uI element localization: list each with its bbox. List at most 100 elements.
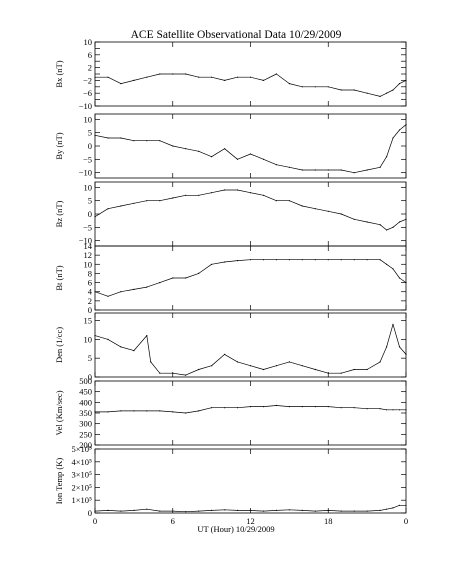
data-point xyxy=(366,259,368,261)
y-tick-label: −10 xyxy=(79,101,92,111)
data-point xyxy=(107,411,109,413)
data-point xyxy=(133,410,135,412)
data-point xyxy=(211,192,213,194)
data-point xyxy=(107,338,109,340)
y-tick-label: 200 xyxy=(79,440,92,450)
data-point xyxy=(392,268,394,270)
y-tick-label: 5 xyxy=(88,128,92,138)
data-point xyxy=(275,509,277,511)
y-axis-label: Den (1/cc) xyxy=(54,327,64,363)
data-point xyxy=(353,407,355,409)
data-point xyxy=(366,92,368,94)
data-point xyxy=(314,259,316,261)
data-point xyxy=(120,291,122,293)
data-point xyxy=(327,210,329,212)
y-tick-label: −10 xyxy=(79,236,92,246)
data-point xyxy=(392,323,394,325)
data-point xyxy=(224,261,226,263)
data-point xyxy=(94,411,96,413)
data-point xyxy=(198,194,200,196)
data-point xyxy=(288,200,290,202)
data-point xyxy=(392,226,394,228)
y-tick-label: 10 xyxy=(84,182,93,192)
data-point xyxy=(379,259,381,261)
data-point xyxy=(275,200,277,202)
x-axis-label: UT (Hour) 10/29/2009 xyxy=(197,524,274,534)
data-point xyxy=(314,208,316,210)
data-point xyxy=(236,158,239,160)
data-point xyxy=(146,200,148,202)
y-axis-label: Bx (nT) xyxy=(54,60,64,87)
data-point xyxy=(133,509,135,511)
data-point xyxy=(405,409,407,411)
data-point xyxy=(146,335,148,337)
data-point xyxy=(224,407,226,409)
data-point xyxy=(172,145,174,147)
y-axis-label: By (nT) xyxy=(54,132,64,159)
y-tick-label: 500 xyxy=(79,376,92,386)
x-tick-label: 12 xyxy=(246,516,255,526)
data-point xyxy=(133,79,135,81)
y-tick-label: −5 xyxy=(83,222,92,232)
data-point xyxy=(379,361,381,363)
data-point xyxy=(172,73,174,75)
data-point xyxy=(236,407,239,409)
data-point xyxy=(398,277,401,279)
data-point xyxy=(379,224,381,226)
x-tick-label: 0 xyxy=(404,516,408,526)
data-point xyxy=(224,189,226,191)
data-point xyxy=(185,194,187,196)
data-point xyxy=(392,89,394,91)
data-point xyxy=(198,76,200,78)
data-point xyxy=(379,95,381,97)
data-point xyxy=(185,412,187,414)
data-point xyxy=(249,76,252,78)
data-point xyxy=(353,89,355,91)
data-point xyxy=(159,140,161,142)
data-point xyxy=(301,205,303,207)
data-point xyxy=(120,83,122,85)
data-point xyxy=(236,361,239,363)
data-point xyxy=(288,406,290,408)
data-point xyxy=(366,368,368,371)
data-point xyxy=(340,259,342,261)
data-point xyxy=(327,259,329,261)
data-point xyxy=(301,406,303,408)
y-tick-label: −5 xyxy=(83,154,92,164)
data-point xyxy=(314,169,316,171)
y-tick-label: 12 xyxy=(84,250,93,260)
data-point xyxy=(340,89,342,91)
data-point xyxy=(159,200,161,202)
panel-1: −10 −5 0 5 10 By (nT) xyxy=(54,113,407,179)
data-point xyxy=(146,410,148,412)
data-point xyxy=(249,192,252,194)
data-point xyxy=(94,216,96,218)
data-point xyxy=(146,508,148,510)
data-point xyxy=(94,510,96,512)
panel-frame xyxy=(94,113,407,179)
panel-stack: −10 −6 −2 2 6 10 Bx (nT) −10 −5 0 5 10 By (nT) −10 −5 0… xyxy=(54,37,407,518)
data-point xyxy=(353,218,355,220)
data-point xyxy=(185,148,187,150)
data-point xyxy=(262,79,265,81)
data-point xyxy=(224,79,226,81)
data-point xyxy=(198,272,200,274)
data-point xyxy=(172,197,174,199)
data-point xyxy=(120,410,122,412)
data-point xyxy=(340,407,342,409)
data-point xyxy=(159,282,161,284)
y-tick-label: 0 xyxy=(88,209,92,219)
data-point xyxy=(327,509,329,511)
data-point xyxy=(288,361,290,363)
data-point xyxy=(379,509,381,511)
data-point xyxy=(224,509,226,511)
data-point xyxy=(386,346,388,348)
data-point xyxy=(405,218,407,220)
y-tick-label: 10 xyxy=(84,37,93,47)
data-point xyxy=(301,365,303,367)
data-point xyxy=(211,407,213,409)
y-tick-label: 1×10⁵ xyxy=(71,495,92,505)
data-point xyxy=(327,406,329,408)
y-tick-label: 300 xyxy=(79,419,92,429)
data-point xyxy=(301,169,303,171)
